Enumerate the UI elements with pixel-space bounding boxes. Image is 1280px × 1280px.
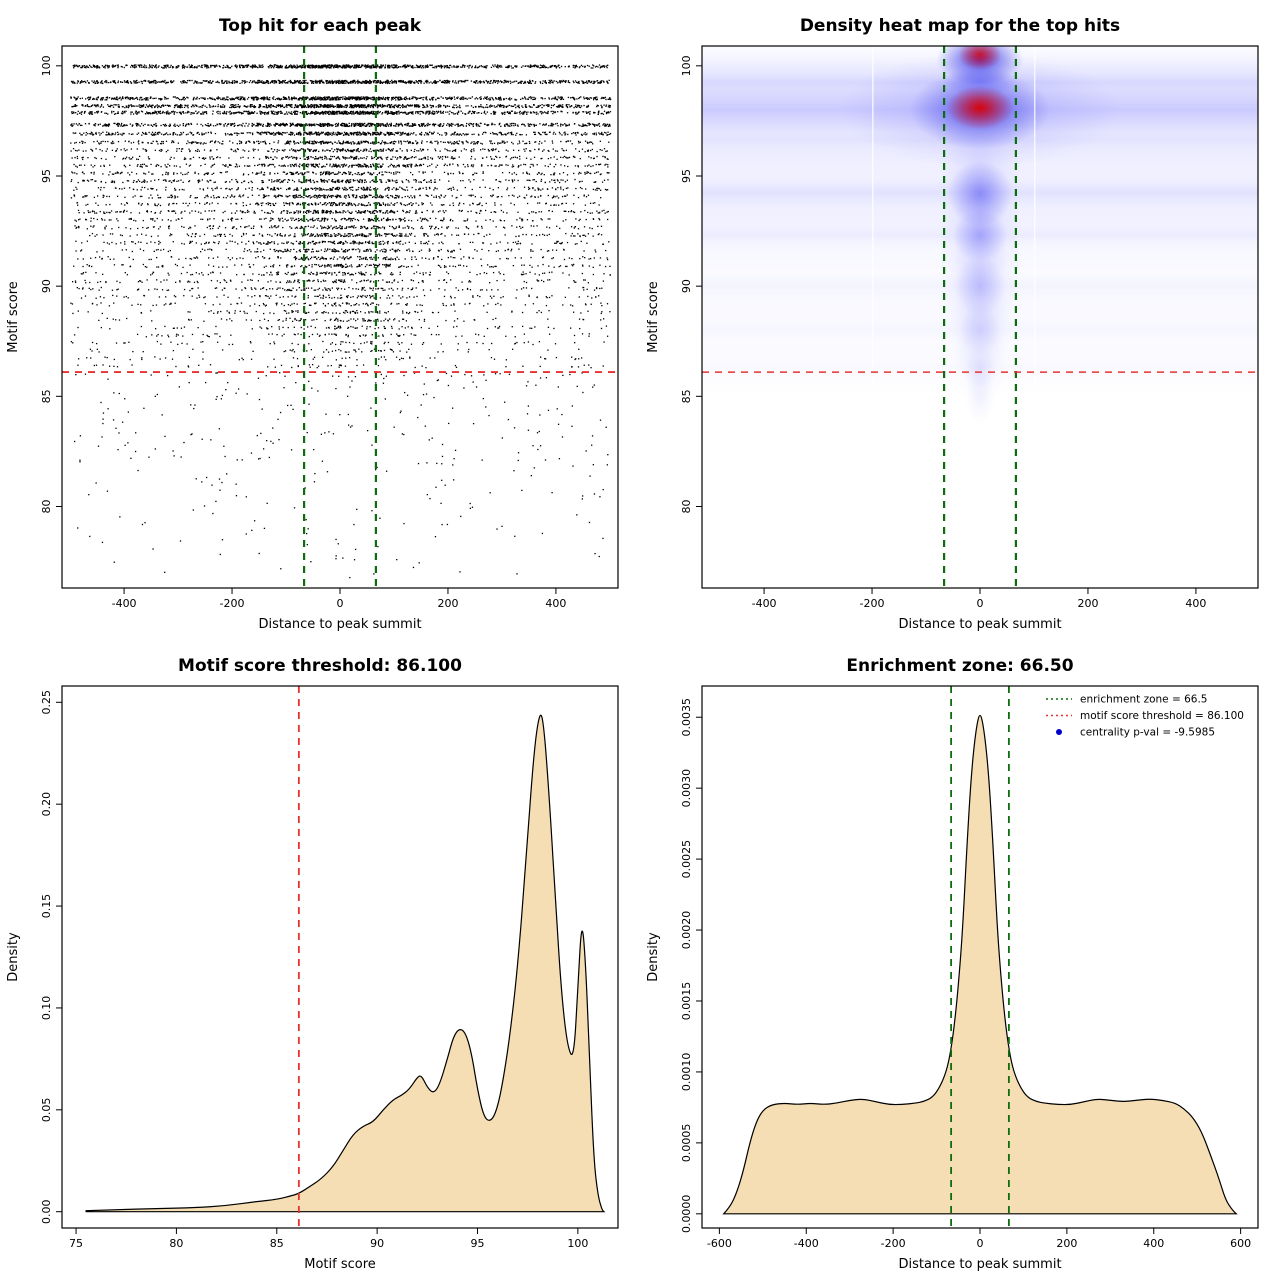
chart-title-enrichment-zone: Enrichment zone: 66.50 (846, 656, 1074, 676)
panel-summit-distance-density: Enrichment zone: 66.50 (640, 640, 1280, 1280)
top-hits-scatter-canvas (0, 36, 640, 640)
motif-score-density-canvas (0, 676, 640, 1280)
panel-density-heatmap: Density heat map for the top hits (640, 0, 1280, 640)
summit-distance-density-canvas (640, 676, 1280, 1280)
density-heatmap-canvas (640, 36, 1280, 640)
chart-title-motif-threshold: Motif score threshold: 86.100 (178, 656, 462, 676)
chart-title-heatmap: Density heat map for the top hits (799, 16, 1121, 36)
panel-top-hit-scatter: Top hit for each peak (0, 0, 640, 640)
chart-title-top-hits: Top hit for each peak (218, 16, 422, 36)
panel-motif-score-density: Motif score threshold: 86.100 (0, 640, 640, 1280)
